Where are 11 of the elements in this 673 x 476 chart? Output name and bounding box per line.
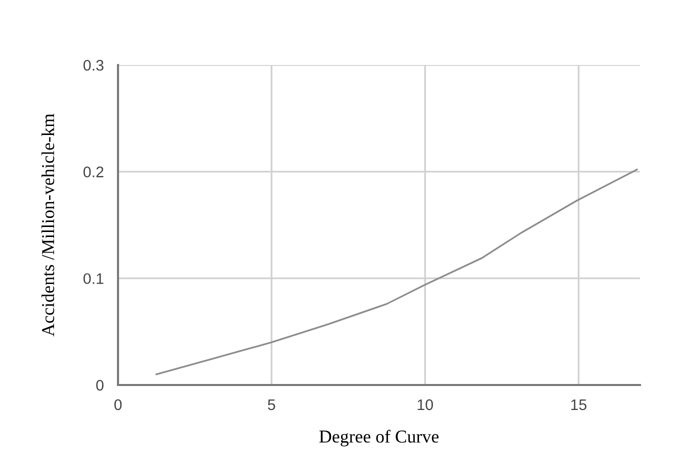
- x-tick-label: 5: [268, 399, 276, 410]
- y-tick-label: 0: [96, 380, 104, 391]
- y-tick-label: 0.3: [83, 60, 104, 71]
- line-series: [156, 168, 638, 376]
- x-tick-label: 10: [418, 399, 433, 410]
- y-tick-label: 0.2: [83, 166, 104, 178]
- x-tick-label: 0: [114, 399, 122, 410]
- x-tick-label: 15: [571, 399, 586, 410]
- y-axis-title: Accidents /Million-vehicle-km: [42, 114, 54, 336]
- y-tick-label: 0.1: [83, 273, 104, 284]
- x-axis-title: Degree of Curve: [319, 430, 439, 446]
